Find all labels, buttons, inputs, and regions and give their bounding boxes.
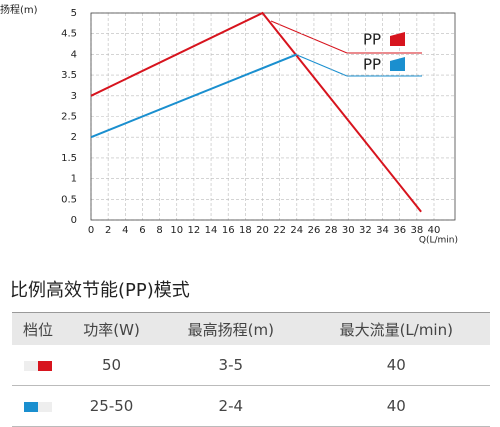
column-header: 最高扬程(m) <box>159 312 303 345</box>
y-tick-label: 2 <box>71 132 77 143</box>
x-tick-label: 36 <box>393 225 406 236</box>
y-tick-label: 4 <box>71 49 77 60</box>
x-tick-label: 10 <box>170 225 183 236</box>
x-tick-label: 8 <box>156 225 162 236</box>
y-tick-label: 4.5 <box>61 29 77 40</box>
series-line <box>90 53 298 139</box>
y-tick-label: 3.5 <box>61 70 77 81</box>
legend-leader <box>296 54 348 77</box>
x-tick-label: 24 <box>290 225 303 236</box>
x-tick-label: 2 <box>105 225 111 236</box>
x-tick-label: 14 <box>205 225 218 236</box>
x-tick-label: 0 <box>88 225 94 236</box>
y-tick-label: 0 <box>71 215 77 226</box>
y-axis-label: 扬程(m) <box>0 3 38 16</box>
cell: 3-5 <box>159 345 303 386</box>
y-tick-label: 2.5 <box>61 112 77 123</box>
x-tick-label: 22 <box>273 225 286 236</box>
column-header: 最大流量(L/min) <box>302 312 490 345</box>
column-header: 功率(W) <box>64 312 160 345</box>
mode-icon <box>12 385 64 427</box>
legend-label: PP <box>363 31 381 49</box>
x-tick-label: 28 <box>325 225 338 236</box>
cell: 2-4 <box>159 385 303 427</box>
x-tick-label: 20 <box>256 225 269 236</box>
cell: 40 <box>302 345 490 386</box>
cell: 40 <box>302 385 490 427</box>
x-tick-label: 4 <box>122 225 128 236</box>
x-axis-label: Q(L/min) <box>419 236 458 246</box>
plot-frame <box>90 12 456 221</box>
table-title: 比例高效节能(PP)模式 <box>10 280 190 301</box>
y-tick-label: 0.5 <box>61 194 77 205</box>
legend-icon <box>390 57 405 71</box>
y-tick-label: 3 <box>71 91 77 102</box>
y-tick-label: 1.5 <box>61 153 77 164</box>
x-tick-label: 32 <box>359 225 372 236</box>
y-tick-label: 5 <box>71 8 77 19</box>
legend-label: PP <box>363 56 381 74</box>
x-tick-label: 34 <box>376 225 389 236</box>
x-tick-label: 6 <box>139 225 145 236</box>
table: 档位 功率(W) 最高扬程(m) 最大流量(L/min) 50 3-5 40 2… <box>12 312 490 427</box>
x-tick-label: 38 <box>410 225 423 236</box>
column-header: 档位 <box>12 312 64 345</box>
chart: 扬程(m) Q(L/min) 00.511.522.533.544.550 2 4 6… <box>0 3 458 246</box>
x-tick-label: 30 <box>342 225 355 236</box>
x-tick-label: 16 <box>222 225 235 236</box>
cell: 50 <box>64 345 160 386</box>
x-tick-label: 12 <box>188 225 201 236</box>
x-tick-label: 40 <box>428 225 441 236</box>
x-tick-label: 18 <box>239 225 252 236</box>
legend-icon <box>390 32 405 46</box>
cell: 25-50 <box>64 385 160 427</box>
y-tick-label: 1 <box>71 174 77 185</box>
mode-icon <box>12 345 64 386</box>
x-tick-label: 26 <box>308 225 321 236</box>
series-line <box>90 11 422 213</box>
legend-leader <box>270 20 348 54</box>
